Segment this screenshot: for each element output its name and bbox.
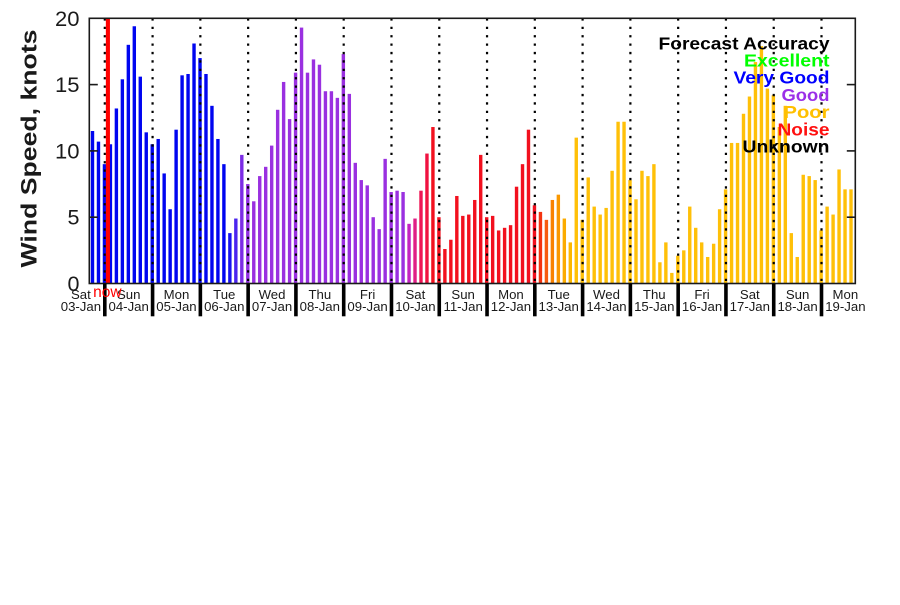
svg-text:14-Jan: 14-Jan — [586, 299, 626, 314]
svg-text:Mon: Mon — [498, 287, 524, 302]
svg-text:09-Jan: 09-Jan — [347, 299, 387, 314]
svg-text:5: 5 — [68, 206, 80, 230]
svg-text:Sun: Sun — [117, 287, 140, 302]
svg-text:Sat: Sat — [71, 287, 91, 302]
svg-text:15-Jan: 15-Jan — [634, 299, 674, 314]
svg-text:19-Jan: 19-Jan — [825, 299, 865, 314]
svg-text:07-Jan: 07-Jan — [252, 299, 292, 314]
svg-text:Good: Good — [782, 85, 830, 105]
svg-text:Noise: Noise — [778, 119, 830, 139]
svg-text:Forecast Accuracy: Forecast Accuracy — [659, 33, 830, 53]
svg-text:Wed: Wed — [259, 287, 286, 302]
svg-text:Sun: Sun — [786, 287, 809, 302]
svg-text:18-Jan: 18-Jan — [777, 299, 817, 314]
svg-text:Thu: Thu — [308, 287, 331, 302]
svg-text:Fri: Fri — [694, 287, 709, 302]
svg-text:Wed: Wed — [593, 287, 620, 302]
svg-text:Fri: Fri — [360, 287, 375, 302]
svg-text:Sun: Sun — [451, 287, 474, 302]
svg-text:16-Jan: 16-Jan — [682, 299, 722, 314]
svg-text:Very Good: Very Good — [734, 68, 830, 88]
svg-text:Excellent: Excellent — [744, 51, 830, 71]
svg-text:Poor: Poor — [784, 102, 830, 122]
svg-text:20: 20 — [55, 7, 80, 31]
svg-text:now: now — [93, 284, 122, 301]
svg-text:06-Jan: 06-Jan — [204, 299, 244, 314]
svg-text:Tue: Tue — [213, 287, 235, 302]
svg-text:Thu: Thu — [643, 287, 666, 302]
svg-text:Sat: Sat — [405, 287, 425, 302]
svg-text:0: 0 — [68, 272, 80, 296]
svg-text:13-Jan: 13-Jan — [539, 299, 579, 314]
svg-text:Mon: Mon — [164, 287, 190, 302]
svg-text:17-Jan: 17-Jan — [730, 299, 770, 314]
svg-text:12-Jan: 12-Jan — [491, 299, 531, 314]
svg-text:15: 15 — [55, 73, 80, 97]
svg-text:04-Jan: 04-Jan — [109, 299, 149, 314]
svg-text:Tue: Tue — [548, 287, 570, 302]
svg-text:Unknown: Unknown — [743, 137, 830, 157]
svg-text:Sat: Sat — [740, 287, 760, 302]
svg-text:10: 10 — [55, 139, 80, 163]
svg-text:Mon: Mon — [833, 287, 859, 302]
svg-text:11-Jan: 11-Jan — [443, 299, 482, 314]
svg-text:03-Jan: 03-Jan — [61, 299, 101, 314]
svg-text:10-Jan: 10-Jan — [395, 299, 435, 314]
svg-text:08-Jan: 08-Jan — [300, 299, 340, 314]
svg-text:05-Jan: 05-Jan — [156, 299, 196, 314]
svg-text:Wind Speed, knots: Wind Speed, knots — [17, 30, 42, 268]
